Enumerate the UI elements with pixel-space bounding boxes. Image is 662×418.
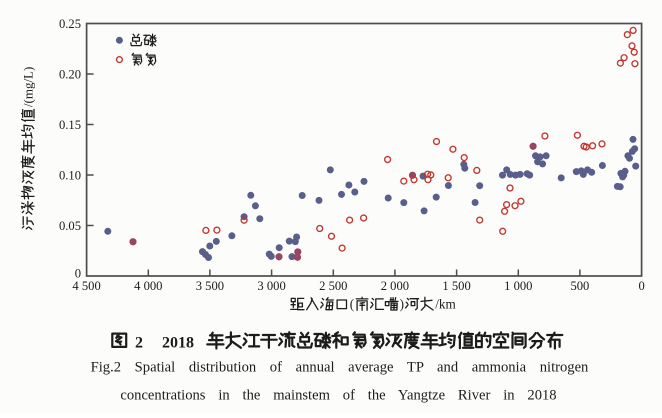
svg-text:0.25: 0.25 xyxy=(59,17,81,31)
svg-text:0.15: 0.15 xyxy=(59,118,81,132)
svg-text:4 000: 4 000 xyxy=(134,279,162,293)
svg-text:/(mg/L): /(mg/L) xyxy=(21,67,36,107)
svg-text:(: ( xyxy=(350,296,354,311)
svg-text:2: 2 xyxy=(135,335,143,352)
svg-text:1 000: 1 000 xyxy=(504,279,532,293)
svg-text:3 000: 3 000 xyxy=(257,279,285,293)
svg-text:concentrations in the mainstem: concentrations in the mainstem of the Ya… xyxy=(120,388,556,404)
svg-text:0: 0 xyxy=(638,279,644,293)
svg-text:2 000: 2 000 xyxy=(381,279,409,293)
svg-text:): ) xyxy=(400,296,404,311)
svg-text:4 500: 4 500 xyxy=(72,279,100,293)
svg-text:2 500: 2 500 xyxy=(319,279,347,293)
svg-text:0: 0 xyxy=(75,266,81,280)
svg-text:0.05: 0.05 xyxy=(59,219,81,233)
svg-text:/km: /km xyxy=(435,296,456,311)
svg-text:2018: 2018 xyxy=(162,335,194,352)
svg-text:0.10: 0.10 xyxy=(59,168,81,182)
svg-text:500: 500 xyxy=(570,279,589,293)
svg-text:3 500: 3 500 xyxy=(196,279,224,293)
svg-text:1 500: 1 500 xyxy=(442,279,470,293)
svg-text:Fig.2 Spatial distribution of: Fig.2 Spatial distribution of annual ave… xyxy=(91,360,589,376)
svg-text:0.20: 0.20 xyxy=(59,67,81,81)
